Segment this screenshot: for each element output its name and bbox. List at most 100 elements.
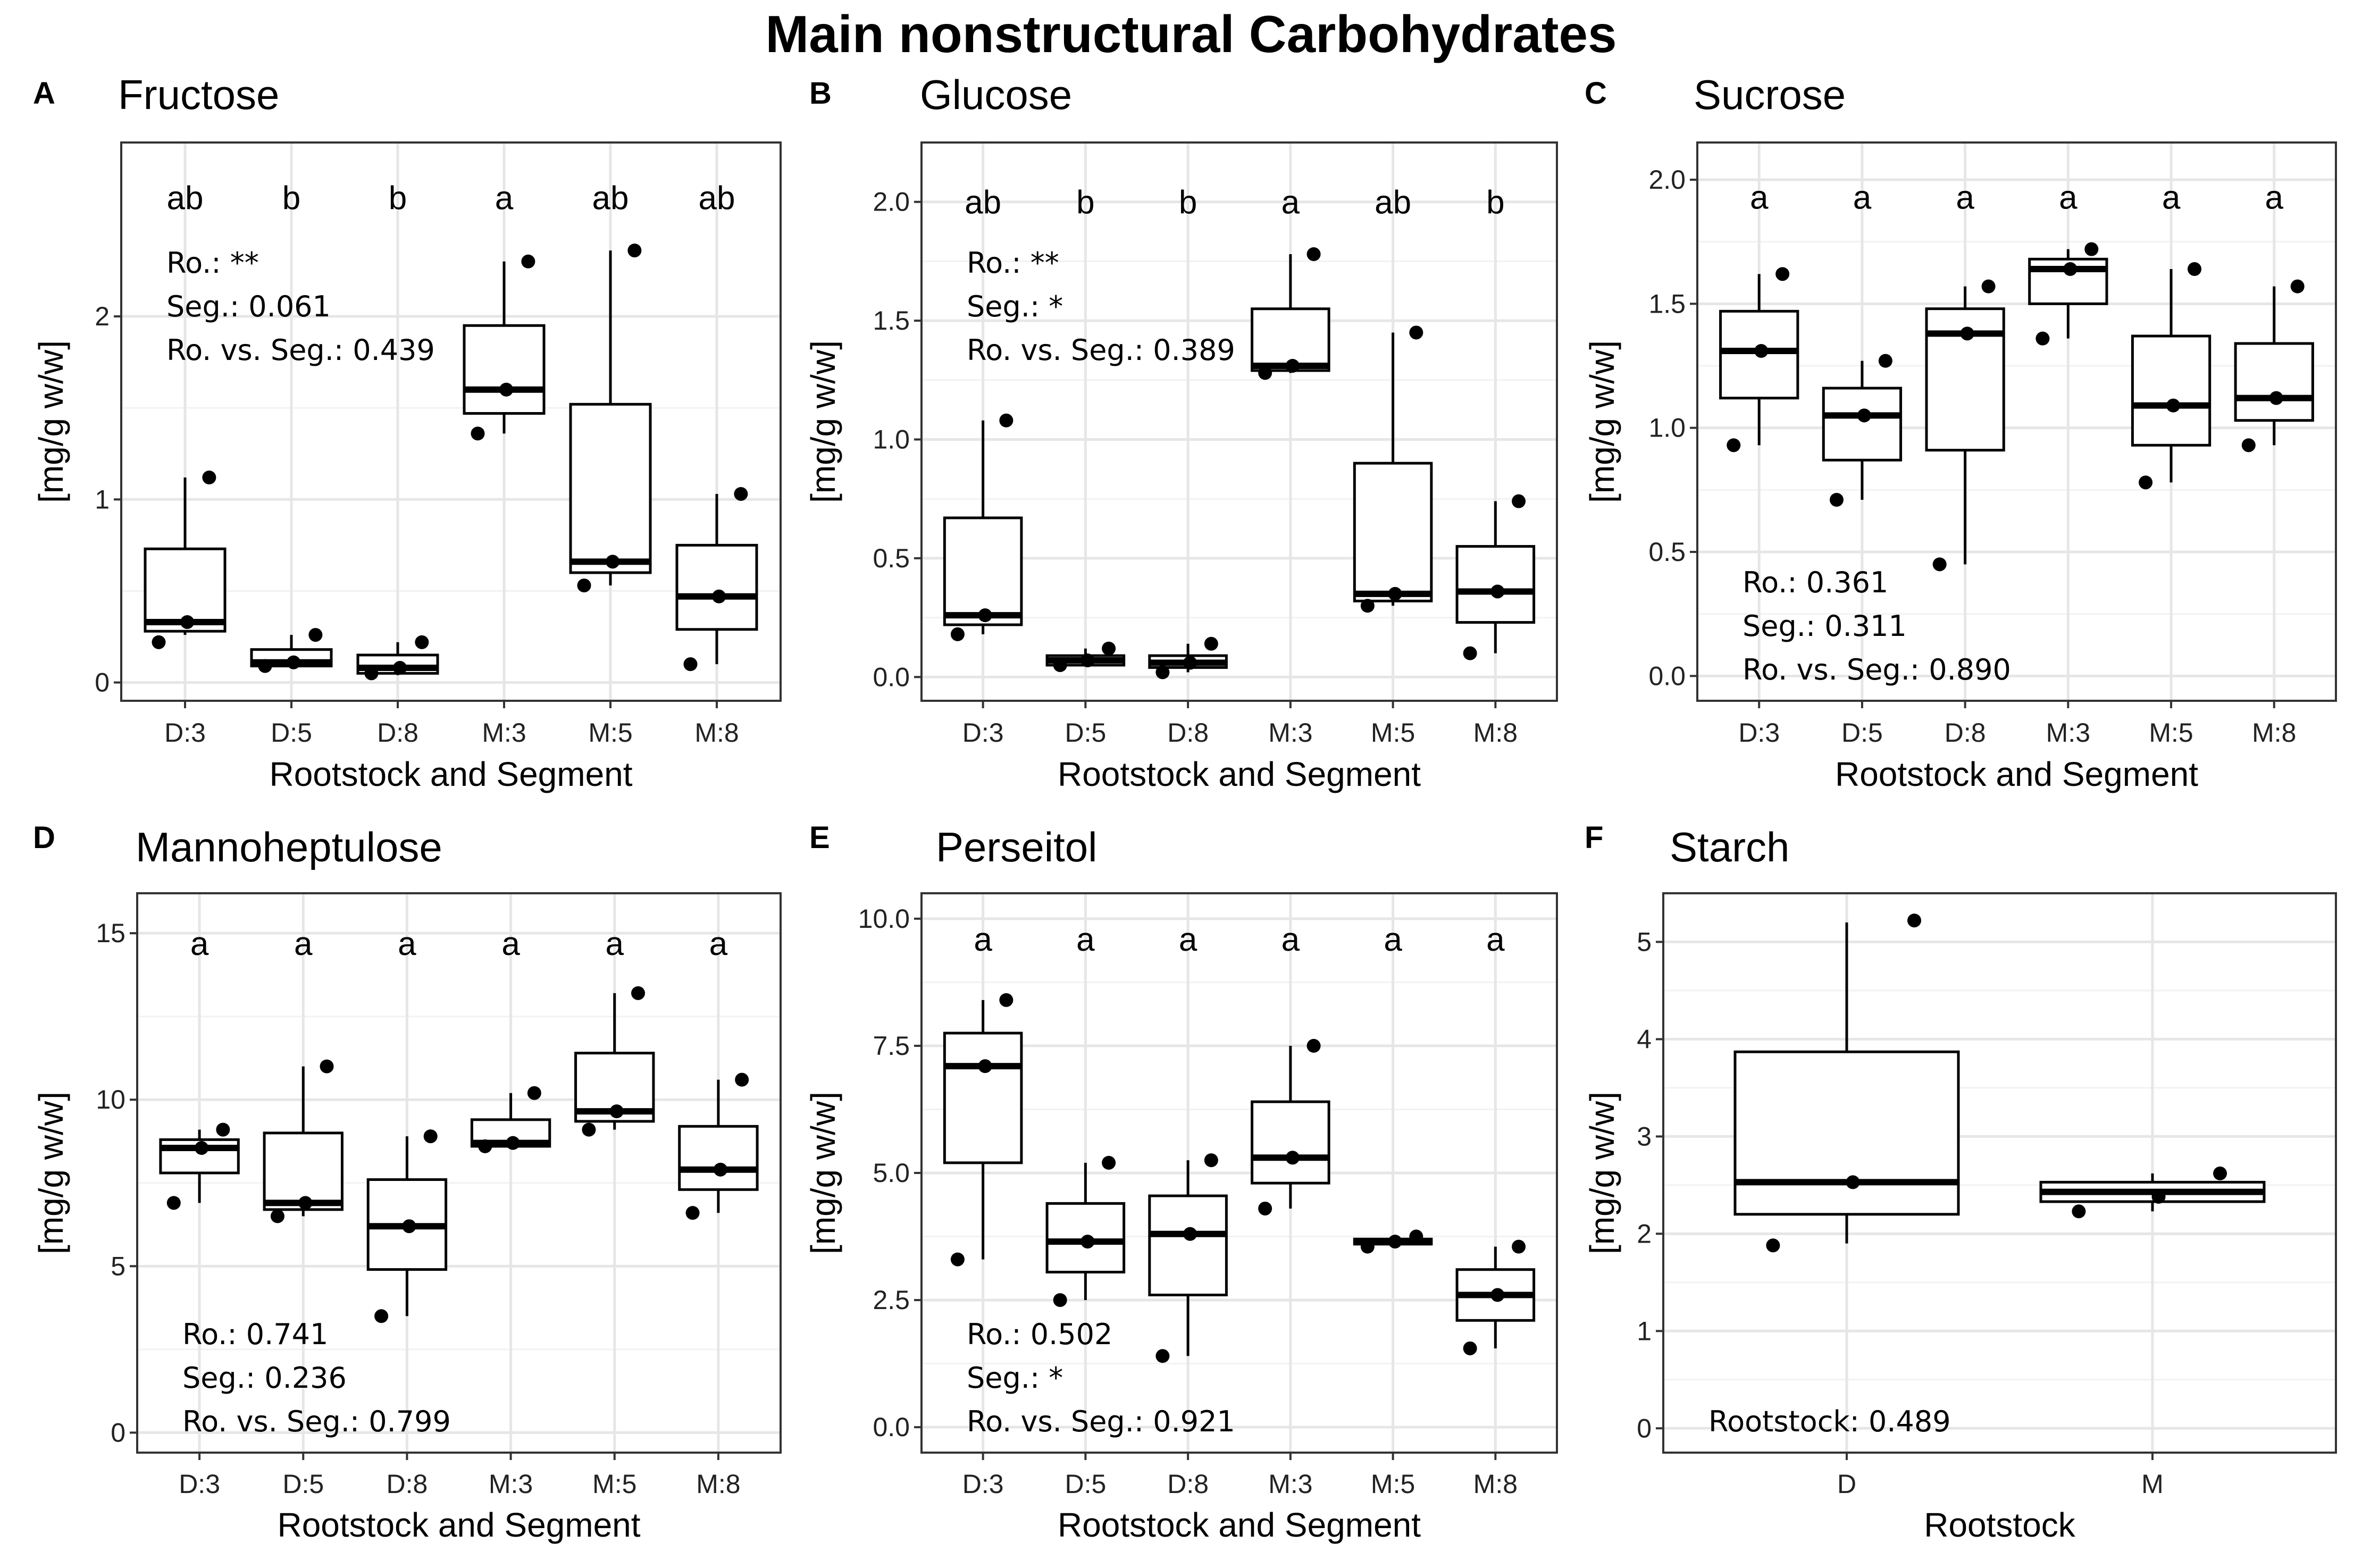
data-point — [2139, 475, 2153, 490]
box-D:3 — [943, 420, 1023, 634]
data-point — [1285, 359, 1300, 373]
stat-line: Ro. vs. Seg.: 0.439 — [166, 333, 435, 367]
significance-letter: a — [2265, 180, 2284, 216]
data-point — [1360, 599, 1375, 613]
x-tick-label: M:8 — [694, 718, 739, 748]
data-point — [308, 628, 323, 642]
y-axis-label: [mg/g w/w] — [32, 1092, 70, 1254]
data-point — [1829, 493, 1844, 507]
data-point — [202, 471, 216, 484]
stat-line: Seg.: * — [967, 1361, 1063, 1395]
x-tick-label: M:5 — [2149, 718, 2193, 748]
x-tick-label: D:8 — [387, 1469, 428, 1499]
stat-line: Ro. vs. Seg.: 0.799 — [182, 1405, 451, 1438]
x-tick-label: D:5 — [282, 1469, 324, 1499]
data-point — [582, 1122, 596, 1137]
y-tick-label: 1.5 — [873, 306, 910, 336]
data-point — [1907, 913, 1922, 928]
data-point — [393, 661, 407, 675]
data-point — [2290, 279, 2305, 294]
data-point — [1512, 494, 1526, 508]
box-D:5 — [1822, 360, 1903, 500]
stat-line: Ro.: 0.502 — [967, 1318, 1112, 1351]
panel-border — [920, 892, 1558, 1454]
plot-area — [137, 893, 781, 1453]
data-point — [2084, 242, 2099, 256]
x-tick-label: D:5 — [1841, 718, 1883, 748]
x-tick-label: D:8 — [1167, 1469, 1209, 1499]
data-point — [1306, 1038, 1321, 1053]
data-point — [577, 578, 591, 593]
panel-letter: A — [33, 76, 55, 111]
data-point — [627, 244, 642, 258]
data-point — [478, 1139, 492, 1153]
data-point — [527, 1086, 541, 1100]
x-tick-label: M:5 — [1371, 1469, 1415, 1499]
data-point — [2188, 262, 2202, 276]
significance-letter: ab — [167, 180, 204, 216]
y-tick-label: 2.0 — [873, 187, 910, 217]
mannoheptulose-panel: D Mannoheptulose 0 5 10 15 a a a a a a Ro.: 0.741 Seg… — [32, 820, 782, 1544]
x-tick-label: D:3 — [1738, 718, 1780, 748]
x-tick-label: D:5 — [1065, 1469, 1106, 1499]
iqr-box — [463, 324, 546, 415]
data-point — [1409, 1229, 1423, 1244]
data-point — [1846, 1175, 1860, 1189]
perseitol-panel: E Perseitol 0.0 2.5 5.0 7.5 10.0 a a a a a a Ro.: 0.5… — [804, 820, 1558, 1544]
x-axis-label: Rootstock and Segment — [277, 1506, 640, 1544]
data-point — [2151, 1189, 2166, 1204]
significance-letter: a — [1956, 180, 1974, 216]
iqr-box — [675, 543, 758, 631]
significance-letter: ab — [699, 180, 735, 216]
data-point — [978, 608, 992, 623]
significance-letter: a — [1750, 180, 1769, 216]
box-M:5 — [2131, 269, 2211, 483]
data-point — [683, 657, 698, 672]
y-tick-label: 0.5 — [873, 543, 910, 573]
sucrose-panel: C Sucrose 0.0 0.5 1.0 1.5 2.0 a a a a a a Ro.: 0.361 S… — [1583, 71, 2337, 793]
y-axis-label: [mg/g w/w] — [32, 340, 70, 503]
stat-line: Seg.: * — [967, 290, 1063, 323]
box-M:3 — [463, 261, 546, 434]
panel-title: Fructose — [118, 71, 279, 118]
significance-letter: a — [190, 926, 209, 962]
data-point — [1388, 1235, 1402, 1249]
data-point — [950, 1252, 965, 1267]
data-point — [978, 1059, 992, 1074]
data-point — [506, 1136, 520, 1150]
significance-letter: b — [1179, 185, 1197, 221]
x-tick-label: D:3 — [164, 718, 206, 748]
data-point — [1463, 646, 1477, 660]
y-tick-label: 0 — [111, 1418, 125, 1447]
x-tick-label: D:3 — [179, 1469, 220, 1499]
data-point — [1932, 557, 1947, 572]
box-M:8 — [2234, 286, 2314, 446]
data-point — [1204, 636, 1218, 651]
iqr-box — [569, 403, 652, 574]
significance-letter: b — [1076, 185, 1094, 221]
data-point — [1981, 279, 1996, 294]
x-axis-label: Rootstock and Segment — [1058, 1506, 1421, 1544]
stat-line: Seg.: 0.236 — [182, 1361, 347, 1395]
x-tick-label: D — [1837, 1469, 1856, 1499]
box-D — [1733, 922, 1960, 1244]
data-point — [2213, 1166, 2227, 1180]
box-M:5 — [1353, 332, 1433, 606]
data-point — [1258, 1201, 1272, 1215]
significance-letter: a — [974, 921, 992, 958]
significance-letter: a — [495, 180, 514, 216]
box-M:8 — [675, 493, 758, 665]
data-point — [1409, 325, 1423, 340]
data-point — [298, 1196, 313, 1210]
data-point — [2072, 1204, 2086, 1219]
stat-line: Ro.: ** — [166, 246, 259, 280]
y-axis-label: [mg/g w/w] — [1583, 340, 1621, 503]
y-tick-label: 5.0 — [873, 1158, 910, 1188]
panel-border — [120, 141, 782, 702]
significance-letter: ab — [592, 180, 629, 216]
data-point — [1727, 438, 1741, 452]
x-axis-label: Rootstock — [1924, 1506, 2076, 1544]
y-tick-label: 5 — [1637, 927, 1652, 957]
stat-line: Ro.: ** — [967, 246, 1059, 280]
figure-title: Main nonstructural Carbohydrates — [766, 5, 1617, 63]
